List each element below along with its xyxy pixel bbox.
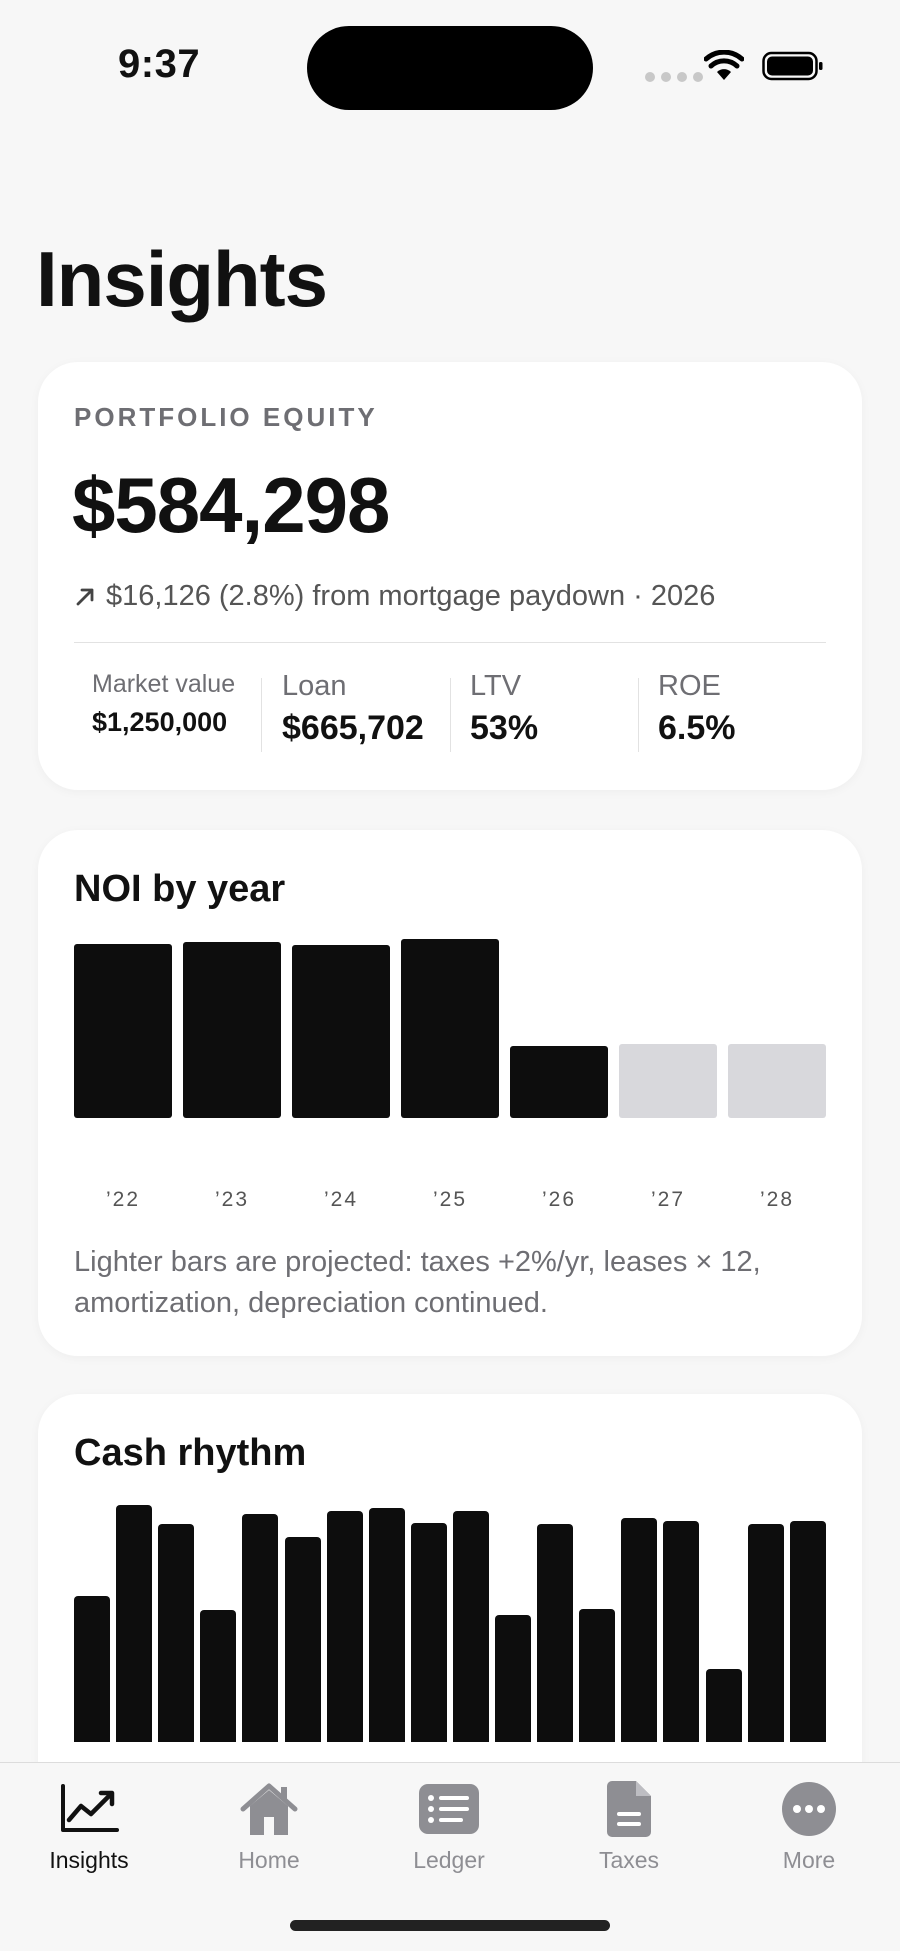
noi-x-tick-label: ’28: [759, 1188, 795, 1211]
tab-ledger[interactable]: Ledger: [374, 1777, 524, 1874]
noi-footnote: Lighter bars are projected: taxes +2%/yr…: [74, 1246, 761, 1319]
card-title: Cash rhythm: [74, 1432, 307, 1474]
tab-insights[interactable]: Insights: [14, 1777, 164, 1874]
chart-line-icon: [61, 1784, 119, 1832]
noi-bar: [183, 942, 281, 1118]
tab-label: More: [782, 1847, 836, 1873]
noi-x-tick-label: ’23: [214, 1188, 250, 1211]
document-icon: [607, 1781, 651, 1837]
stat-label: Loan: [282, 670, 347, 702]
cash-bar: [74, 1596, 110, 1742]
divider: [450, 678, 451, 752]
ellipsis-icon: [782, 1782, 836, 1836]
noi-bar: [510, 1046, 608, 1118]
tab-label: Home: [238, 1847, 300, 1873]
noi-x-tick-label: ’26: [541, 1188, 577, 1211]
dynamic-island: [307, 26, 593, 110]
cash-bar: [411, 1523, 447, 1742]
tab-label: Taxes: [598, 1847, 660, 1873]
noi-bar: [728, 1044, 826, 1118]
equity-change-text: $16,126 (2.8%) from mortgage paydown · 2…: [106, 580, 716, 612]
tab-label: Insights: [49, 1847, 129, 1873]
cash-bar: [116, 1505, 152, 1742]
tab-bar: Insights Home Ledger: [0, 1762, 900, 1951]
wifi-icon: [704, 50, 744, 80]
noi-by-year-card[interactable]: NOI by year ’22 ’23 ’24 ’25 ’26 ’27 ’28 Lighte…: [38, 830, 862, 1356]
stat-value: 6.5%: [658, 709, 736, 747]
battery-icon: [762, 51, 823, 81]
noi-bar: [401, 939, 499, 1118]
stat-market-value: Market value $1,250,000: [92, 670, 235, 738]
cash-bar: [621, 1518, 657, 1742]
home-indicator: [290, 1920, 610, 1931]
tab-label: Ledger: [413, 1847, 485, 1873]
cellular-signal-icon: [645, 72, 703, 82]
cash-bar: [200, 1610, 236, 1742]
cash-bar: [706, 1669, 742, 1742]
noi-bar-chart: [74, 938, 826, 1118]
cash-bar-chart: [74, 1502, 826, 1742]
stat-label: ROE: [658, 670, 721, 702]
cash-bar: [579, 1609, 615, 1742]
noi-bar: [74, 944, 172, 1118]
noi-x-tick-label: ’27: [650, 1188, 686, 1211]
stat-value: $1,250,000: [92, 707, 228, 737]
stat-loan: Loan $665,702: [282, 670, 424, 748]
noi-x-tick-label: ’24: [323, 1188, 359, 1211]
house-icon: [240, 1783, 298, 1835]
cash-bar: [790, 1521, 826, 1742]
cash-bar: [285, 1537, 321, 1742]
divider: [261, 678, 262, 752]
stat-ltv: LTV 53%: [470, 670, 538, 748]
stat-roe: ROE 6.5%: [658, 670, 736, 748]
noi-bar: [619, 1044, 717, 1118]
stat-value: $665,702: [282, 709, 424, 747]
arrow-up-right-icon: [76, 588, 94, 605]
stat-label: LTV: [470, 670, 522, 702]
divider: [74, 642, 826, 643]
cash-bar: [663, 1521, 699, 1742]
cash-bar: [748, 1524, 784, 1742]
tab-taxes[interactable]: Taxes: [554, 1777, 704, 1874]
cash-bar: [537, 1524, 573, 1742]
equity-label: PORTFOLIO EQUITY: [74, 402, 378, 432]
noi-bar: [292, 945, 390, 1118]
tab-home[interactable]: Home: [194, 1777, 344, 1874]
cash-bar: [453, 1511, 489, 1742]
tab-more[interactable]: More: [734, 1777, 884, 1874]
cash-bar: [242, 1514, 278, 1742]
noi-x-tick-label: ’22: [105, 1188, 141, 1211]
cash-bar: [158, 1524, 194, 1742]
cash-bar: [495, 1615, 531, 1742]
portfolio-equity-card[interactable]: PORTFOLIO EQUITY $584,298 $16,126 (2.8%)…: [38, 362, 862, 790]
equity-change: $16,126 (2.8%) from mortgage paydown · 2…: [74, 580, 715, 613]
stat-label: Market value: [92, 670, 236, 698]
cash-bar: [327, 1511, 363, 1742]
noi-x-tick-label: ’25: [432, 1188, 468, 1211]
page-title: Insights: [36, 235, 328, 323]
stat-value: 53%: [470, 709, 539, 747]
cash-bar: [369, 1508, 405, 1742]
status-time: 9:37: [118, 42, 201, 86]
card-title: NOI by year: [74, 868, 286, 910]
equity-value: $584,298: [72, 461, 390, 549]
status-bar: 9:37: [0, 0, 900, 140]
list-icon: [419, 1784, 479, 1834]
divider: [638, 678, 639, 752]
